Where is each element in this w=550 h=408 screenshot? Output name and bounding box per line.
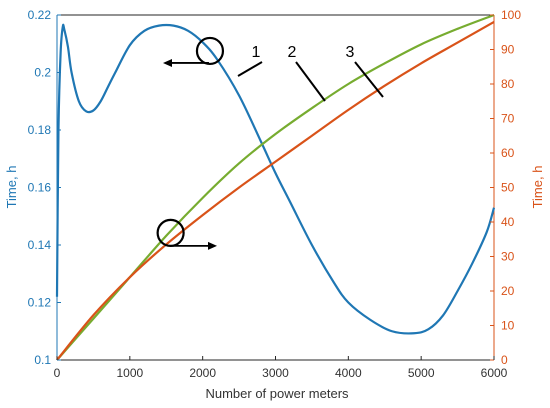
x-tick-label: 3000: [262, 366, 289, 380]
series-3-line: [56, 20, 495, 361]
curve-3-label: 3: [346, 44, 355, 61]
y-left-tick-label: 0.18: [28, 123, 52, 137]
left-axis-circle-marker: [195, 36, 225, 66]
y-left-tick-label: 0.1: [34, 353, 51, 367]
curve-1-leader-line: [237, 61, 263, 77]
y-left-tick-label: 0.2: [34, 66, 51, 80]
y-right-tick-label: 70: [501, 112, 515, 126]
x-axis-ticks: 0 1000 2000 3000 4000 5000 6000: [54, 356, 508, 380]
right-axis-ticks: 0 10 20 30 40 50 60 70 80 90 100: [490, 8, 521, 367]
curves: [55, 13, 496, 361]
curve-3-leader-line: [354, 61, 384, 98]
x-tick-label: 0: [54, 366, 61, 380]
y-right-tick-label: 80: [501, 77, 515, 91]
left-axis-arrowhead: [163, 58, 172, 67]
y-left-tick-label: 0.22: [28, 8, 52, 22]
x-tick-label: 6000: [481, 366, 508, 380]
right-axis-arrowhead: [208, 241, 217, 250]
plot-frame: [56, 14, 495, 361]
y-right-tick-label: 90: [501, 43, 515, 57]
annotations: 1 2 3: [156, 36, 384, 250]
y-right-tick-label: 10: [501, 319, 515, 333]
y-axis-left-title: Time, h: [4, 166, 19, 209]
y-left-tick-label: 0.12: [28, 296, 52, 310]
curve-2-leader-line: [295, 61, 326, 102]
y-left-tick-label: 0.16: [28, 181, 52, 195]
x-tick-label: 2000: [189, 366, 216, 380]
x-tick-label: 1000: [116, 366, 143, 380]
x-axis-title: Number of power meters: [205, 386, 349, 401]
series-2-line: [56, 13, 495, 361]
y-right-tick-label: 0: [501, 353, 508, 367]
y-right-tick-label: 40: [501, 215, 515, 229]
left-axis-ticks: 0.1 0.12 0.14 0.16 0.18 0.2 0.22: [28, 8, 61, 367]
curve-1-label: 1: [252, 44, 261, 61]
series-1-line: [55, 23, 496, 335]
y-right-tick-label: 50: [501, 181, 515, 195]
x-tick-label: 4000: [335, 366, 362, 380]
curve-2-label: 2: [288, 44, 297, 61]
y-axis-right-title: Time, h: [530, 166, 545, 209]
x-tick-label: 5000: [408, 366, 435, 380]
y-right-tick-label: 60: [501, 146, 515, 160]
y-left-tick-label: 0.14: [28, 238, 52, 252]
y-right-tick-label: 20: [501, 284, 515, 298]
y-right-tick-label: 30: [501, 250, 515, 264]
y-right-tick-label: 100: [501, 8, 521, 22]
